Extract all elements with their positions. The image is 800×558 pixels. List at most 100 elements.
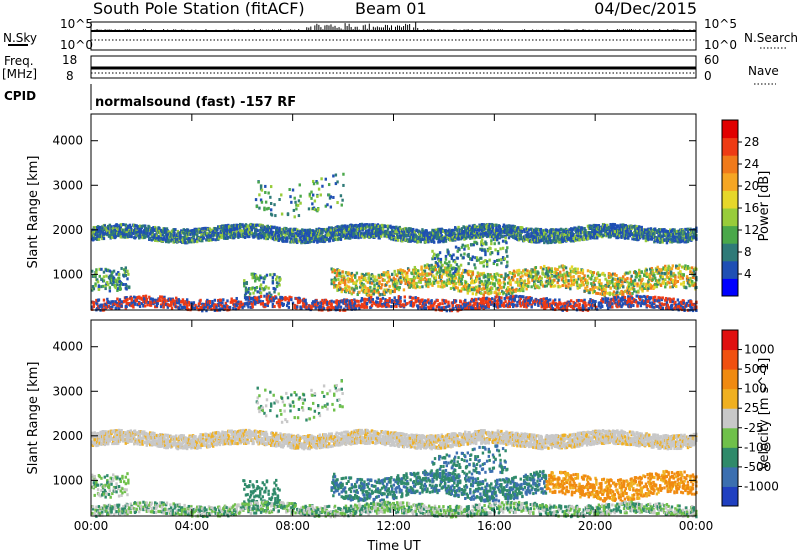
data-cell — [334, 269, 336, 272]
data-cell — [494, 276, 496, 279]
data-cell — [406, 271, 408, 274]
data-cell — [562, 284, 564, 287]
data-cell — [387, 271, 389, 274]
data-cell — [260, 283, 262, 286]
data-cell — [244, 236, 246, 239]
data-cell — [274, 288, 276, 291]
freq-tick-low: 8 — [66, 69, 74, 83]
data-cell — [336, 201, 338, 204]
data-cell — [417, 269, 419, 272]
data-cell — [433, 282, 435, 285]
data-cell — [372, 292, 374, 295]
data-cell — [499, 292, 501, 295]
data-cell — [551, 275, 553, 278]
data-cell — [337, 278, 339, 281]
data-cell — [565, 266, 567, 269]
data-cell — [553, 279, 555, 282]
data-cell — [313, 182, 315, 185]
data-cell — [358, 291, 360, 294]
data-cell — [269, 273, 271, 276]
freq-unit-label: [MHz] — [2, 67, 37, 81]
data-cell — [356, 279, 358, 282]
beam-label: Beam 01 — [355, 0, 427, 18]
data-cell — [243, 279, 245, 282]
data-cell — [554, 284, 556, 287]
data-cell — [391, 273, 393, 276]
data-cell — [408, 269, 410, 272]
data-cell — [267, 207, 269, 210]
data-cell — [380, 235, 382, 238]
data-cell — [490, 291, 492, 294]
data-cell — [427, 283, 429, 286]
data-cell — [445, 240, 447, 243]
data-cell — [582, 269, 584, 272]
data-cell — [273, 290, 275, 293]
nsearch-tick-low: 10^0 — [704, 38, 737, 52]
data-cell — [516, 278, 518, 281]
data-cell — [329, 239, 331, 242]
data-cell — [499, 225, 501, 228]
data-cell — [293, 209, 295, 212]
data-cell — [514, 274, 516, 277]
data-cell — [288, 188, 290, 191]
data-cell — [472, 292, 474, 295]
data-cell — [369, 286, 371, 289]
data-cell — [356, 272, 358, 275]
data-cell — [292, 189, 294, 192]
data-cell — [504, 283, 506, 286]
data-cell — [261, 189, 263, 192]
data-cell — [299, 195, 301, 198]
data-cell — [271, 214, 273, 217]
data-cell — [336, 274, 338, 277]
data-cell — [476, 277, 478, 280]
data-cell — [330, 195, 332, 198]
figure-title: South Pole Station (fitACF) — [93, 0, 305, 18]
data-cell — [311, 202, 313, 205]
data-cell — [544, 275, 546, 278]
data-cell — [290, 201, 292, 204]
data-cell — [388, 276, 390, 279]
data-cell — [559, 271, 561, 274]
data-cell — [260, 276, 262, 279]
data-cell — [540, 228, 542, 231]
data-cell — [484, 275, 486, 278]
cpid-text: normalsound (fast) -157 RF — [95, 95, 296, 110]
data-cell — [264, 185, 266, 188]
data-cell — [335, 279, 337, 282]
data-cell — [492, 227, 494, 230]
data-cell — [583, 274, 585, 277]
data-cell — [146, 232, 148, 235]
data-cell — [541, 277, 543, 280]
data-cell — [425, 240, 427, 243]
data-cell — [326, 203, 328, 206]
data-cell — [341, 278, 343, 281]
data-cell — [373, 283, 375, 286]
nsearch-label: N.Search — [744, 31, 798, 45]
data-cell — [583, 238, 585, 241]
data-cell — [264, 191, 266, 194]
data-cell — [577, 268, 579, 271]
data-cell — [308, 207, 310, 210]
data-cell — [383, 279, 385, 282]
data-cell — [530, 285, 532, 288]
data-cell — [491, 287, 493, 290]
data-cell — [258, 193, 260, 196]
data-cell — [586, 285, 588, 288]
data-cell — [272, 276, 274, 279]
data-cell — [269, 196, 271, 199]
data-cell — [543, 265, 545, 268]
nsky-label: N.Sky — [3, 31, 37, 45]
data-cell — [280, 193, 282, 196]
data-cell — [551, 270, 553, 273]
data-cell — [480, 292, 482, 295]
data-cell — [571, 265, 573, 268]
data-cell — [278, 292, 280, 295]
data-cell — [580, 284, 582, 287]
data-cell — [504, 236, 506, 239]
data-cell — [256, 286, 258, 289]
data-cell — [103, 237, 105, 240]
freq-panel: Freq. [MHz] 18 8 60 0 Nave — [2, 53, 779, 84]
data-cell — [267, 287, 269, 290]
data-cell — [281, 213, 283, 216]
